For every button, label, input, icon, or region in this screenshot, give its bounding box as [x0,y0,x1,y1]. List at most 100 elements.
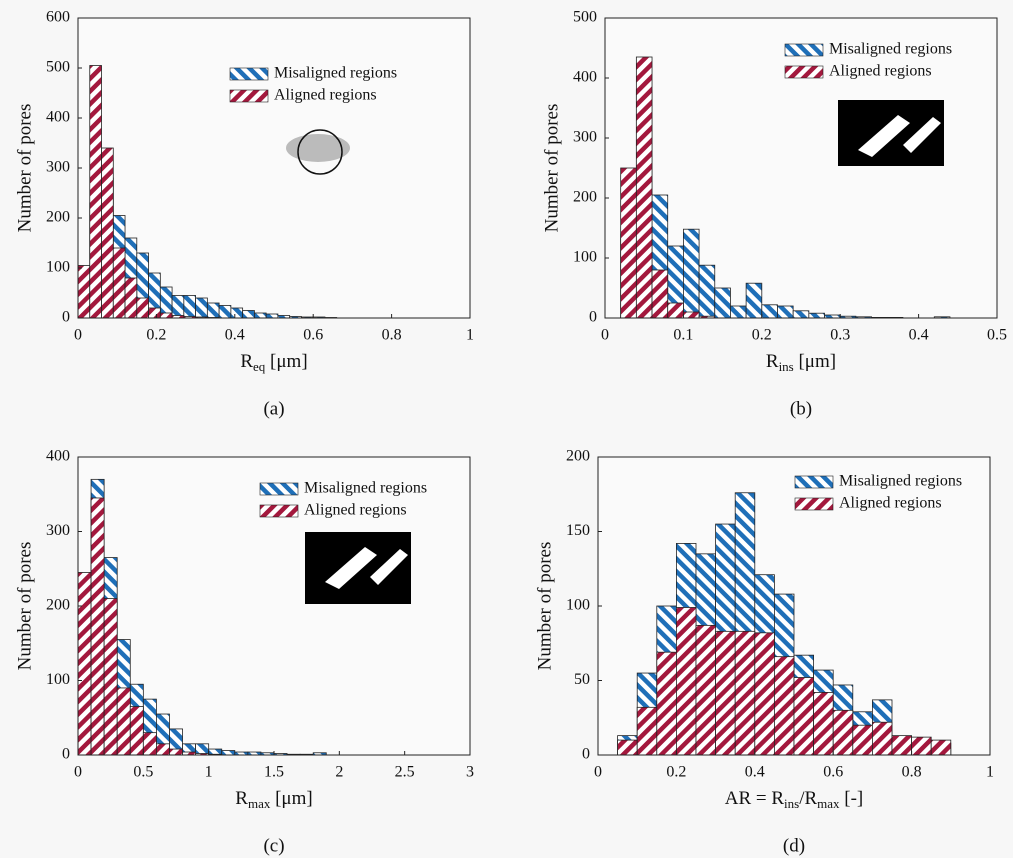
histogram-bar [90,497,105,756]
y-tick-label: 50 [574,671,590,688]
y-tick-label: 100 [46,259,70,276]
caption: (c) [263,835,284,856]
histogram-bar [129,706,144,756]
y-tick-label: 300 [46,522,70,539]
legend-swatch [259,504,299,518]
x-axis-label-part: [-] [840,788,864,809]
x-axis-label-part: max [248,796,271,811]
histogram-bar [761,304,778,319]
x-axis-label: Rins [μm] [766,351,836,374]
x-tick-label: 0 [601,327,609,344]
histogram-bar [651,269,669,319]
histogram-bar [183,295,196,319]
x-tick-label: 1.5 [264,764,284,781]
histogram-bar [242,310,255,319]
x-tick-label: 0 [74,764,82,781]
histogram-bar [695,624,717,756]
histogram-bar [930,739,952,756]
x-tick-label: 0.2 [666,764,686,781]
histogram-bar [636,706,658,756]
x-tick-label: 0.6 [303,327,323,344]
x-tick-label: 1 [986,764,994,781]
y-tick-label: 0 [589,309,597,326]
histogram-bar [793,677,815,756]
x-axis-label: Rmax [μm] [235,788,312,811]
histogram-bar [206,302,220,319]
inset-shape [286,134,350,162]
histogram-bar [774,656,795,756]
inset-detail [325,547,408,589]
y-tick-label: 200 [46,209,70,226]
legend-swatch [794,497,834,511]
histogram-bar [754,632,775,756]
histogram-bar [872,721,893,756]
x-tick-label: 1 [205,764,213,781]
legend-label: Aligned regions [829,63,932,80]
y-tick-label: 0 [62,746,70,763]
histogram-bar [159,312,173,319]
histogram-bar [77,265,91,319]
x-tick-label: 0.4 [909,327,929,344]
histogram-bar [101,147,114,319]
histogram-bar [656,651,677,756]
histogram-bar [142,732,157,756]
histogram-bar [792,310,810,319]
legend-label: Aligned regions [274,87,377,104]
x-axis-label-part: R [235,788,248,809]
y-axis-label: Number of pores [534,542,555,671]
y-tick-label: 500 [46,59,70,76]
histogram-bar [852,724,873,756]
histogram-bar [620,167,637,319]
histogram-bar [617,739,638,756]
y-tick-label: 150 [566,522,590,539]
x-tick-label: 0.6 [823,764,843,781]
x-axis-label-part: /R [799,788,817,809]
y-tick-label: 400 [573,69,597,86]
histogram-bar [777,305,794,319]
inset-detail [858,115,941,157]
y-tick-label: 200 [573,189,597,206]
x-axis-label-part: eq [253,359,266,374]
histogram-bar [667,302,684,319]
histogram-bar [89,65,102,319]
inset-circle [297,129,343,175]
y-tick-label: 400 [46,448,70,465]
histogram-bar [745,282,763,319]
legend-swatch [229,89,269,103]
histogram-bar [714,287,731,319]
y-tick-label: 100 [573,249,597,266]
y-tick-label: 500 [573,9,597,26]
x-axis-label-part: ins [784,796,799,811]
histogram-bar [265,313,279,319]
legend-swatch [794,475,834,489]
histogram-bar [891,735,913,756]
x-tick-label: 0.5 [133,764,153,781]
caption: (a) [263,398,284,419]
panel: 0 0.2 0.4 0.6 0.8 1 0 50 100 150 200 AR = Rins/Rmax… [534,448,994,857]
legend-label: Misaligned regions [829,41,952,58]
x-axis-label-part: [μm] [265,351,307,372]
y-tick-label: 300 [573,129,597,146]
histogram-bar [171,295,185,319]
y-tick-label: 0 [582,746,590,763]
y-tick-label: 100 [566,597,590,614]
x-axis-label-part: [μm] [794,351,836,372]
y-tick-label: 400 [46,109,70,126]
histogram-bar [734,630,756,756]
legend-swatch [259,482,299,496]
x-tick-label: 0.2 [752,327,772,344]
x-axis-label-part: R [766,351,779,372]
legend-swatch [229,67,269,81]
histogram-bar [683,228,700,319]
legend-swatch [784,43,824,57]
x-tick-label: 1 [466,327,474,344]
histogram-bar [148,307,161,319]
x-tick-label: 0.8 [382,327,402,344]
x-axis-label: AR = Rins/Rmax [-] [725,788,864,811]
caption: (d) [783,835,805,856]
x-axis-label: Req [μm] [240,351,307,374]
histogram-bar [221,750,236,756]
x-tick-label: 0.8 [902,764,922,781]
histogram-bar [124,277,138,319]
histogram-bar [218,305,232,319]
